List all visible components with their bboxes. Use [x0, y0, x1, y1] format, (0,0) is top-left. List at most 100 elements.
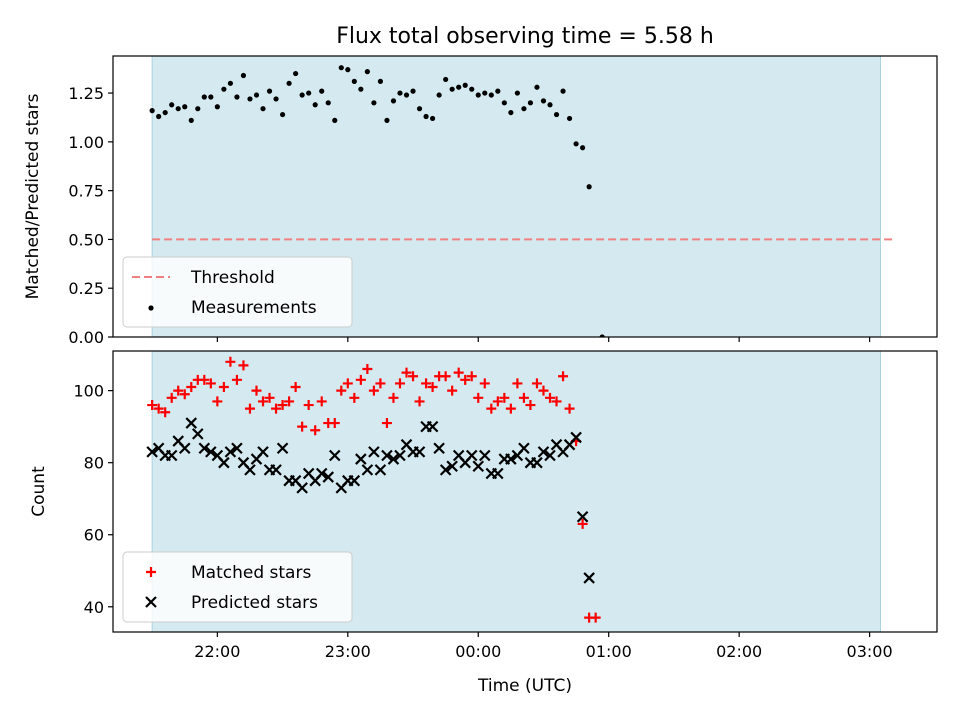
predicted-star-point — [244, 464, 256, 476]
predicted-star-point — [465, 449, 478, 462]
bottom-panel: 40 60 80 100 22:00 23:00 00:00 01:00 02:00 03:00 C… — [29, 350, 938, 661]
markers-group — [149, 65, 605, 337]
measurement-point — [345, 67, 351, 73]
legend-label: Predicted stars — [191, 593, 318, 613]
matched-star-point — [264, 392, 275, 403]
legend: Matched stars Predicted stars — [122, 551, 353, 623]
matched-star-point — [179, 389, 190, 400]
top-panel: 0.00 0.25 0.50 0.75 1.00 1.25 Matched/Predicte… — [23, 55, 938, 347]
measurement-point — [253, 92, 260, 98]
measurement-point — [475, 92, 481, 98]
measurement-point — [449, 86, 455, 92]
y-tick-label: 0.25 — [68, 279, 104, 298]
predicted-star-point — [394, 449, 406, 462]
measurement-point — [156, 113, 162, 120]
predicted-star-point — [583, 572, 595, 584]
matched-star-point — [199, 374, 210, 385]
matched-star-point — [290, 382, 301, 393]
matched-star-point — [564, 403, 575, 414]
measurement-point — [553, 111, 560, 118]
matched-star-point — [173, 385, 184, 396]
predicted-star-point — [505, 453, 517, 465]
measurement-point — [371, 100, 377, 106]
legend-label: Measurements — [191, 298, 317, 318]
matched-star-point — [284, 396, 295, 407]
measurement-point — [221, 86, 227, 92]
matched-star-point — [447, 385, 458, 396]
predicted-star-point — [387, 453, 400, 465]
panel-frame — [112, 350, 938, 633]
predicted-star-point — [492, 467, 504, 480]
measurement-point — [416, 106, 423, 112]
x-axis-label: Time (UTC) — [477, 676, 572, 696]
predicted-star-point — [192, 428, 204, 440]
predicted-star-point — [426, 420, 439, 433]
matched-star-point — [231, 374, 242, 385]
matched-star-point — [577, 518, 588, 529]
predicted-star-point — [198, 442, 211, 455]
measurement-point — [364, 69, 370, 75]
matched-star-point — [388, 392, 399, 403]
y-tick-label: 80 — [84, 454, 104, 473]
measurement-point — [573, 141, 579, 147]
matched-star-point — [408, 371, 419, 382]
matched-star-point — [381, 418, 392, 429]
measurement-point — [273, 96, 279, 102]
predicted-star-point — [439, 464, 452, 476]
matched-star-point — [342, 378, 353, 389]
predicted-star-point — [257, 446, 269, 458]
predicted-star-point — [224, 446, 237, 458]
measurement-point — [456, 84, 462, 90]
measurement-point — [384, 117, 390, 123]
predicted-star-point — [355, 453, 367, 465]
measurement-point — [390, 98, 397, 104]
measurement-point — [540, 98, 547, 104]
matched-star-point — [147, 400, 158, 411]
measurement-point — [514, 90, 520, 96]
measurement-point — [182, 104, 188, 110]
y-axis-label: Count — [29, 466, 49, 517]
matched-star-point — [186, 382, 197, 393]
matched-star-point — [166, 392, 177, 403]
y-tick-label: 60 — [84, 526, 104, 545]
matched-star-point — [551, 396, 562, 407]
y-axis-label: Matched/Predicted stars — [23, 93, 43, 299]
measurement-point — [501, 100, 507, 106]
measurement-point — [547, 102, 553, 108]
measurement-point — [149, 108, 155, 114]
measurement-point — [429, 115, 436, 122]
matched-star-point — [362, 364, 373, 375]
legend-measurements-swatch — [148, 305, 154, 311]
matched-star-point — [212, 396, 223, 407]
measurement-point — [482, 90, 488, 96]
matched-star-point — [349, 392, 360, 403]
matched-star-point — [525, 400, 536, 411]
x-tick-label: 01:00 — [586, 642, 632, 661]
measurement-point — [319, 88, 325, 94]
measurement-point — [560, 88, 566, 94]
matched-star-point — [153, 403, 164, 414]
matched-star-point — [401, 367, 412, 378]
matched-star-point — [453, 367, 464, 378]
measurement-point — [299, 92, 305, 98]
matched-star-point — [238, 360, 249, 371]
predicted-star-point — [205, 446, 217, 458]
matched-star-point — [466, 371, 477, 382]
matched-star-point — [590, 612, 601, 623]
measurement-point — [527, 100, 534, 106]
measurement-point — [469, 86, 475, 92]
measurement-point — [599, 334, 605, 337]
measurement-point — [521, 106, 527, 112]
chart-title: Flux total observing time = 5.58 h — [336, 24, 714, 49]
markers-group — [146, 356, 601, 623]
legend-box — [122, 551, 353, 623]
predicted-star-point — [479, 449, 491, 462]
matched-star-point — [545, 392, 556, 403]
measurement-point — [566, 115, 573, 122]
predicted-star-point — [315, 467, 328, 480]
measurement-point — [286, 80, 292, 86]
x-tick-label: 22:00 — [194, 642, 240, 661]
matched-star-point — [414, 396, 425, 407]
matched-star-point — [394, 378, 405, 389]
measurement-point — [325, 100, 331, 106]
